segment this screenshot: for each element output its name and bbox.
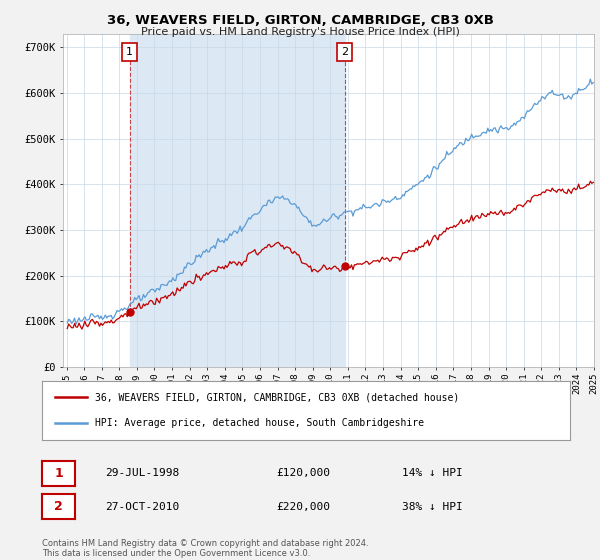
Text: £120,000: £120,000: [276, 468, 330, 478]
Text: 2: 2: [341, 47, 349, 57]
Text: 2: 2: [54, 500, 63, 514]
Text: 1: 1: [54, 466, 63, 480]
Text: 14% ↓ HPI: 14% ↓ HPI: [402, 468, 463, 478]
Text: 36, WEAVERS FIELD, GIRTON, CAMBRIDGE, CB3 0XB: 36, WEAVERS FIELD, GIRTON, CAMBRIDGE, CB…: [107, 14, 493, 27]
Text: 27-OCT-2010: 27-OCT-2010: [105, 502, 179, 512]
Text: £220,000: £220,000: [276, 502, 330, 512]
Text: 1: 1: [126, 47, 133, 57]
Text: 38% ↓ HPI: 38% ↓ HPI: [402, 502, 463, 512]
Text: 36, WEAVERS FIELD, GIRTON, CAMBRIDGE, CB3 0XB (detached house): 36, WEAVERS FIELD, GIRTON, CAMBRIDGE, CB…: [95, 392, 459, 402]
Text: HPI: Average price, detached house, South Cambridgeshire: HPI: Average price, detached house, Sout…: [95, 418, 424, 428]
Text: 29-JUL-1998: 29-JUL-1998: [105, 468, 179, 478]
Bar: [130, 34, 345, 367]
Text: Contains HM Land Registry data © Crown copyright and database right 2024.
This d: Contains HM Land Registry data © Crown c…: [42, 539, 368, 558]
Text: Price paid vs. HM Land Registry's House Price Index (HPI): Price paid vs. HM Land Registry's House …: [140, 27, 460, 37]
